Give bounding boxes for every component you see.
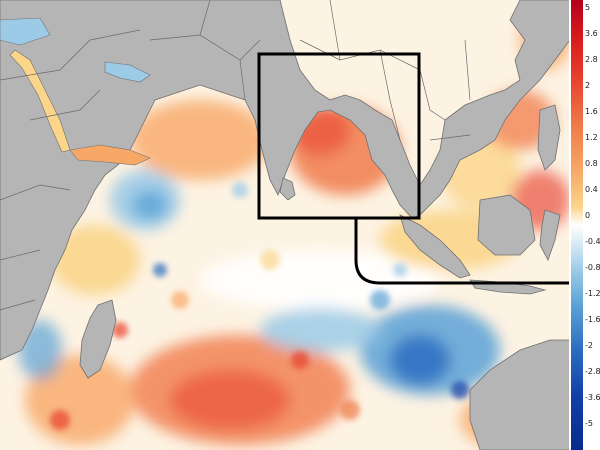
colorbar-tick: 5 (585, 3, 591, 12)
colorbar-tick: 1.2 (585, 133, 598, 142)
colorbar-tick: -1.6 (585, 315, 600, 324)
colorbar-tick: -0.8 (585, 263, 600, 272)
land-masses (0, 0, 571, 450)
land-sumatra (399, 214, 471, 279)
colorbar-tick: 0.4 (585, 185, 598, 194)
colorbar-tick: 3.6 (585, 29, 598, 38)
inland-seas (0, 17, 151, 166)
gulf-of-aden (69, 144, 151, 166)
colorbar-tick: -0.4 (585, 237, 600, 246)
colorbar-tick: 2.8 (585, 55, 598, 64)
colorbar: 5 3.6 2.8 2 1.6 1.2 0.8 0.4 0 -0.4 -0.8 … (569, 0, 600, 450)
colorbar-tick: -2 (585, 341, 593, 350)
country-borders (0, 0, 471, 311)
land-sulawesi (539, 209, 561, 261)
colorbar-tick: -2.8 (585, 367, 600, 376)
colorbar-tick: 0.8 (585, 159, 598, 168)
colorbar-gradient (571, 0, 583, 450)
colorbar-tick: -5 (585, 419, 593, 428)
colorbar-tick: -1.2 (585, 289, 600, 298)
land-borneo (477, 194, 536, 256)
land-sri-lanka (279, 177, 296, 201)
persian-gulf (104, 61, 151, 83)
colorbar-tick: -3.6 (585, 393, 600, 402)
land-philippines (537, 104, 561, 171)
mediterranean-edge (0, 17, 51, 46)
land-madagascar (79, 299, 117, 379)
highlight-box-bay-of-bengal (257, 52, 570, 285)
colorbar-tick: 2 (585, 81, 591, 90)
colorbar-tick: 1.6 (585, 107, 598, 116)
colorbar-tick: 0 (585, 211, 591, 220)
red-sea (9, 49, 71, 153)
